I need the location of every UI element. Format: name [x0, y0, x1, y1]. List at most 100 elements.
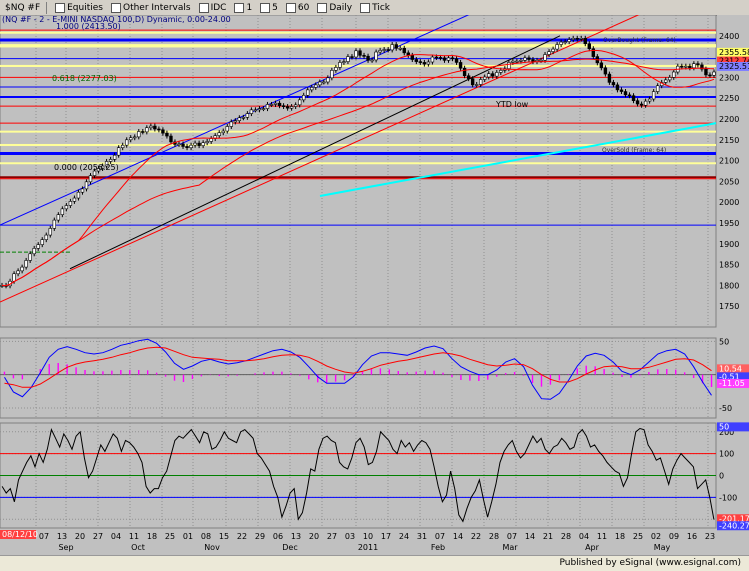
candle-body — [201, 142, 205, 146]
candle-body — [145, 127, 149, 133]
interval-1-label: 1 — [246, 2, 253, 13]
chart-area[interactable]: 1750180018501900195020002050210021502200… — [0, 15, 749, 555]
symbol-button[interactable]: $NQ #F — [2, 0, 43, 15]
checkbox-icon — [198, 2, 209, 13]
candle-body — [116, 147, 121, 156]
candle-body — [647, 98, 652, 102]
month-label: Sep — [58, 543, 73, 552]
candle-body — [688, 65, 692, 69]
date-tick-label: 16 — [687, 532, 697, 541]
price-tick-label: 1850 — [719, 261, 739, 270]
candle-body — [72, 197, 77, 202]
candle-body — [125, 139, 129, 146]
candle-body — [511, 60, 515, 63]
idc-button[interactable]: IDC — [196, 0, 230, 15]
other-intervals-button[interactable]: Other Intervals — [108, 0, 194, 15]
candle-body — [664, 79, 668, 83]
date-badge-box — [0, 530, 36, 539]
interval-1-button[interactable]: 1 — [231, 0, 255, 15]
date-tick-label: 17 — [381, 532, 391, 541]
candle-body — [442, 57, 447, 61]
month-label: May — [654, 543, 671, 552]
candle-body — [301, 94, 306, 101]
candle-body — [241, 117, 246, 119]
candle-body — [108, 159, 113, 162]
candle-body — [257, 108, 262, 111]
tick-button[interactable]: Tick — [357, 0, 393, 15]
candle-body — [330, 70, 334, 79]
candle-body — [603, 67, 608, 75]
candle-body — [56, 214, 61, 221]
price-band — [0, 143, 716, 147]
candle-body — [547, 51, 551, 55]
date-tick-label: 02 — [651, 532, 661, 541]
date-tick-label: 20 — [309, 532, 319, 541]
overbought-label: OverBought (Frame: 64) — [603, 37, 676, 44]
date-tick-label: 06 — [273, 532, 283, 541]
date-tick-label: 04 — [111, 532, 121, 541]
month-label: Oct — [131, 543, 145, 552]
candle-body — [692, 63, 696, 69]
date-tick-label: 20 — [75, 532, 85, 541]
daily-label: Daily — [329, 2, 353, 13]
interval-5-button[interactable]: 5 — [257, 0, 281, 15]
cci-tick-label: 200 — [719, 428, 734, 437]
candle-body — [708, 74, 712, 77]
candle-body — [430, 56, 435, 63]
candle-body — [668, 77, 672, 81]
fib-label: 0.000 (2056.25) — [54, 163, 119, 172]
candle-body — [322, 81, 326, 84]
date-tick-label: 27 — [93, 532, 103, 541]
cci-tick-label: 0 — [719, 472, 724, 481]
candle-body — [16, 270, 20, 275]
toolbar: $NQ #F Equities Other Intervals IDC 1 5 … — [0, 0, 749, 16]
candle-body — [205, 141, 209, 144]
cci-value-box — [717, 422, 749, 432]
candle-body — [310, 87, 314, 91]
checkbox-icon — [55, 2, 66, 13]
candle-body — [350, 56, 354, 58]
candle-body — [68, 201, 73, 206]
candle-body — [515, 60, 519, 63]
interval-60-button[interactable]: 60 — [283, 0, 312, 15]
published-label: Published by eSignal (www.esignal.com) — [559, 558, 741, 568]
candle-body — [680, 65, 684, 68]
candle-body — [209, 138, 213, 142]
candle-body — [543, 54, 547, 61]
equities-button[interactable]: Equities — [52, 0, 106, 15]
date-tick-label: 14 — [525, 532, 535, 541]
oversold-label: OverSold (Frame: 64) — [602, 147, 666, 154]
date-tick-label: 22 — [471, 532, 481, 541]
date-tick-label: 03 — [345, 532, 355, 541]
daily-button[interactable]: Daily — [314, 0, 355, 15]
date-tick-label: 11 — [597, 532, 607, 541]
last-price-box — [717, 47, 749, 57]
mid-channel-line — [69, 35, 561, 270]
candle-body — [587, 43, 591, 49]
interval-60-label: 60 — [297, 2, 310, 13]
last-price-label: 2325.51 — [719, 62, 749, 71]
candle-body — [265, 104, 270, 109]
price-tick-label: 2300 — [719, 73, 739, 82]
candle-body — [619, 89, 624, 92]
candle-body — [237, 117, 242, 121]
date-tick-label: 14 — [453, 532, 463, 541]
idc-label: IDC — [210, 2, 227, 13]
candle-body — [88, 175, 93, 183]
date-tick-label: 25 — [165, 532, 175, 541]
candle-body — [567, 39, 571, 42]
candle-body — [96, 168, 101, 172]
candle-body — [28, 253, 32, 261]
cci-value-label: 50 — [719, 422, 729, 431]
date-tick-label: 11 — [129, 532, 139, 541]
candle-body — [245, 113, 250, 118]
price-tick-label: 1900 — [719, 240, 739, 249]
candle-body — [583, 37, 587, 45]
price-band — [0, 31, 716, 34]
candle-body — [458, 62, 463, 69]
date-tick-label: 13 — [57, 532, 67, 541]
date-tick-label: 18 — [147, 532, 157, 541]
fib-label: 0.618 (2277.03) — [52, 74, 117, 83]
date-tick-label: 28 — [489, 532, 499, 541]
candle-body — [80, 188, 85, 193]
